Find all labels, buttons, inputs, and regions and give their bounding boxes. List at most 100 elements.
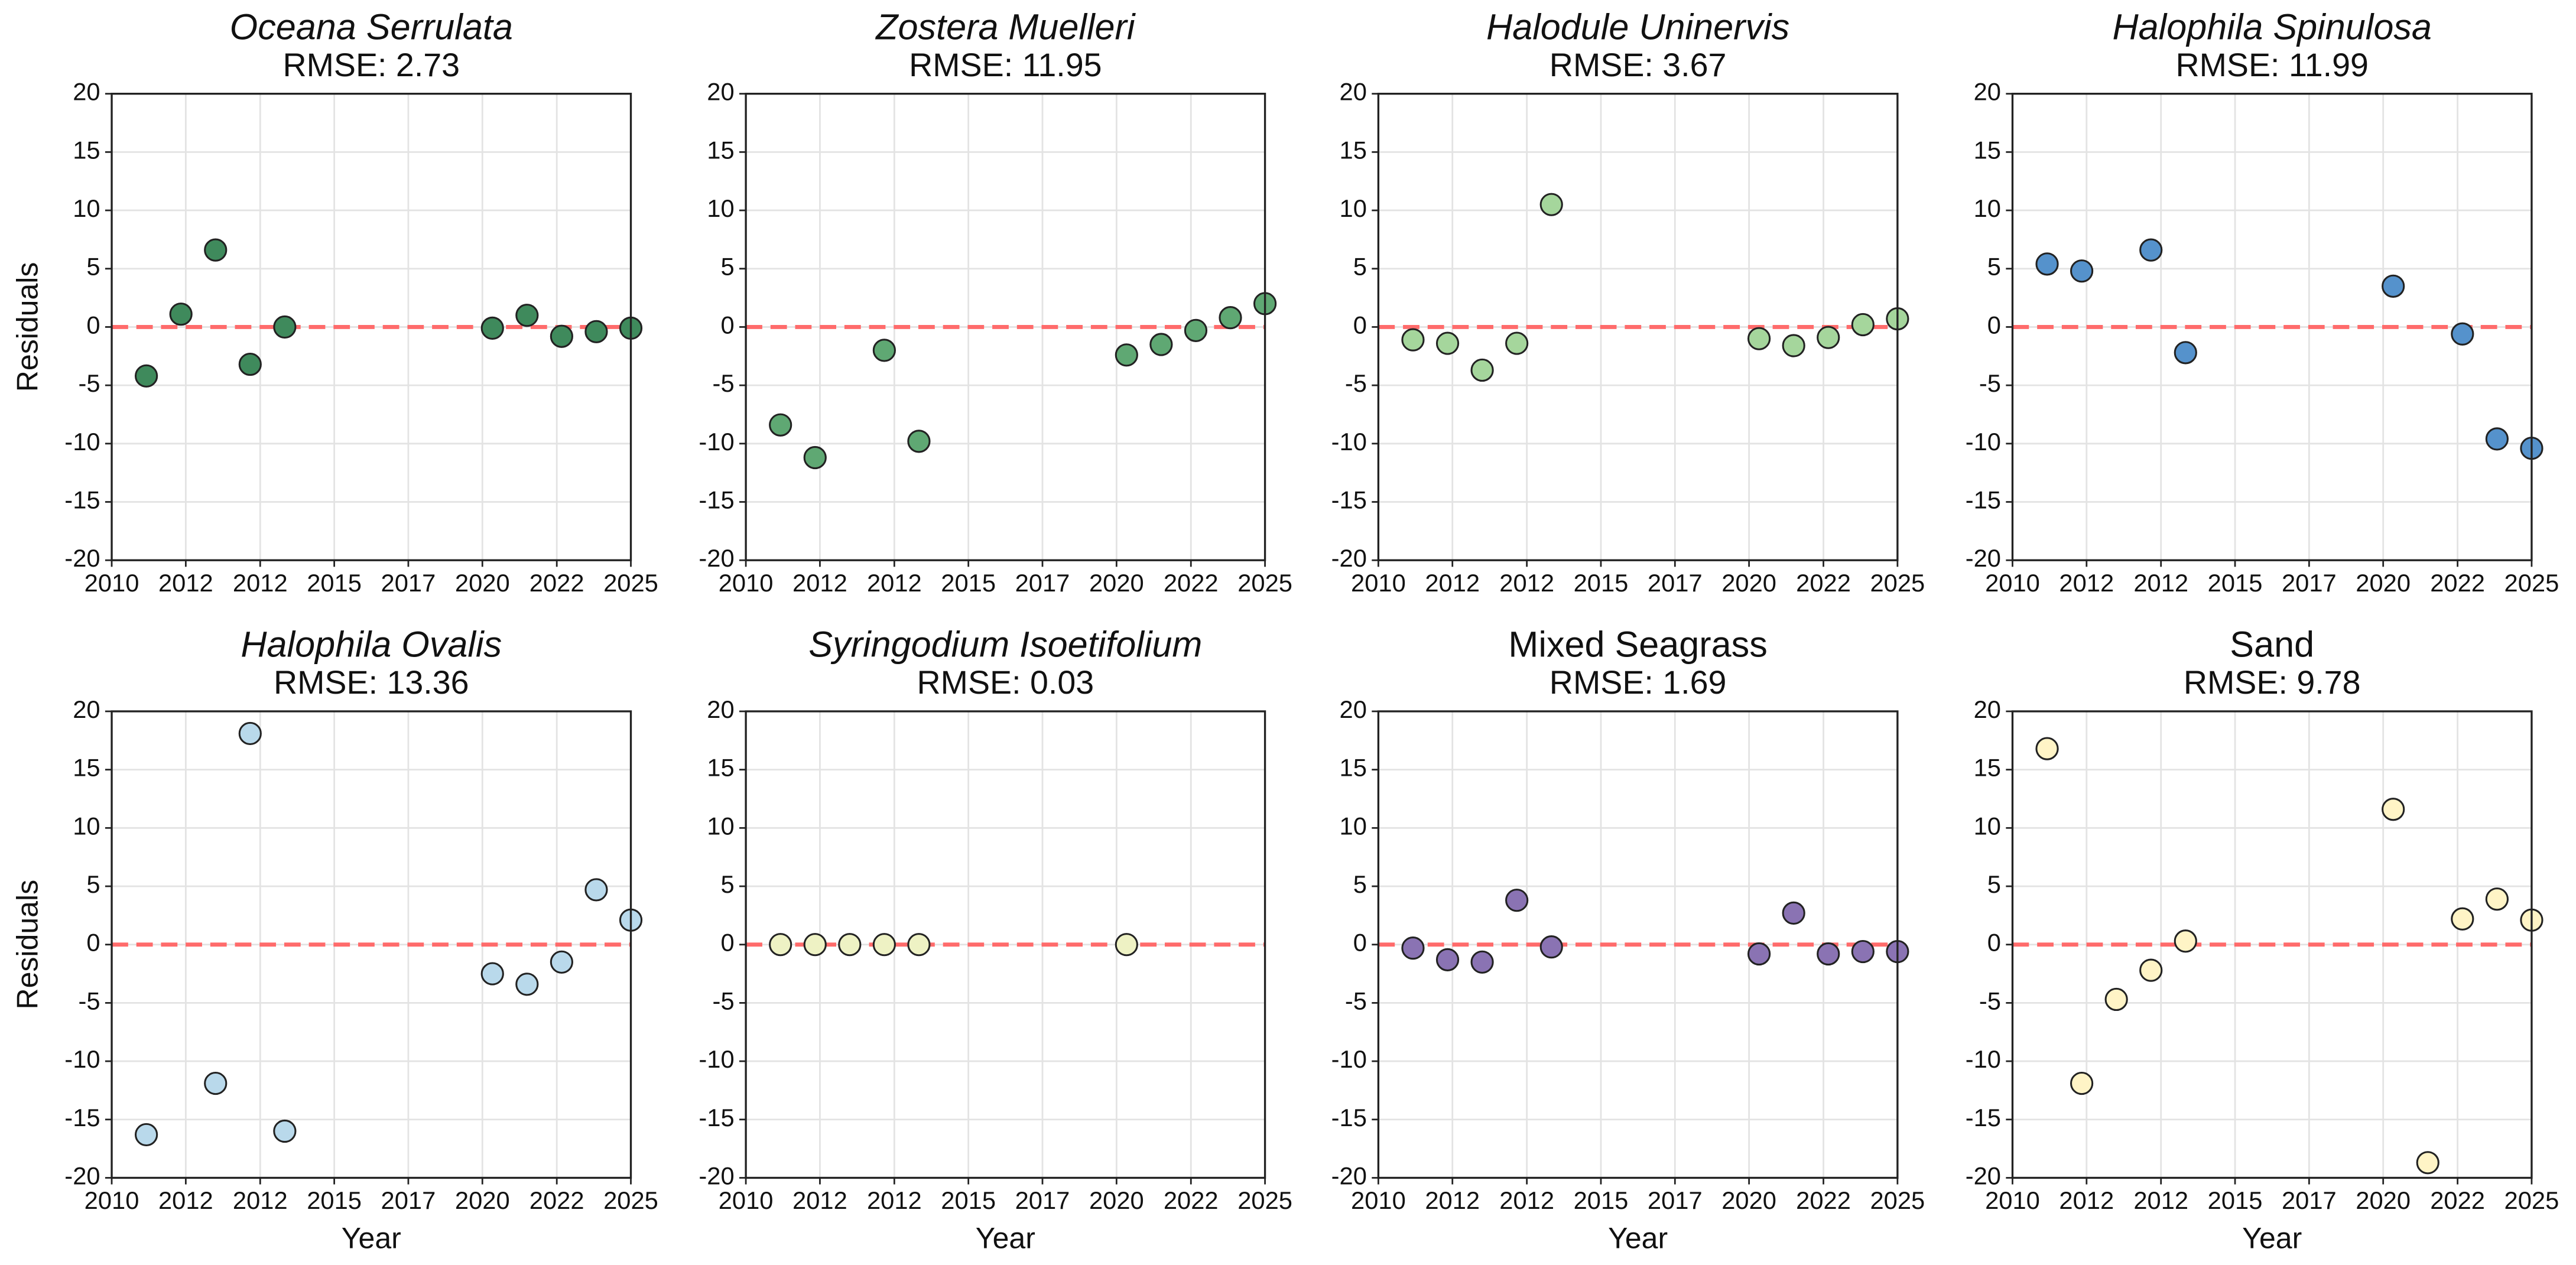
subplot-subtitle: RMSE: 9.78 — [2184, 664, 2361, 701]
data-point — [2139, 958, 2163, 982]
y-tick-label: 15 — [707, 754, 734, 782]
y-tick-label: 5 — [1987, 870, 2001, 898]
y-tick-label: 5 — [1987, 253, 2001, 281]
y-tick-label: 10 — [73, 194, 100, 222]
y-tick-label: 20 — [707, 695, 734, 723]
data-point — [2035, 737, 2059, 760]
y-tick-label: -15 — [1331, 1104, 1367, 1131]
y-tick-label: -15 — [1966, 1104, 2001, 1131]
subplot-title: Zostera Muelleri — [875, 6, 1136, 47]
data-point — [204, 1071, 228, 1095]
plot-frame — [1377, 710, 1899, 1179]
y-tick-label: 10 — [1974, 194, 2001, 222]
data-point — [169, 303, 193, 326]
y-tick-label: 15 — [1974, 754, 2001, 782]
plot-frame — [111, 710, 632, 1179]
data-point — [135, 364, 158, 388]
subplot-subtitle: RMSE: 11.99 — [2175, 47, 2368, 83]
x-tick-label: 2017 — [381, 569, 436, 597]
data-point — [515, 973, 539, 996]
y-tick-label: 5 — [1353, 870, 1367, 898]
subplot-subtitle: RMSE: 3.67 — [1550, 47, 1727, 83]
x-tick-label: 2012 — [2133, 569, 2188, 597]
y-tick-label: 5 — [1353, 253, 1367, 281]
x-tick-label: 2025 — [2504, 1186, 2559, 1214]
subplot-subtitle: RMSE: 2.73 — [282, 47, 460, 83]
x-tick-label: 2022 — [2430, 569, 2485, 597]
y-tick-label: 0 — [86, 929, 100, 957]
y-tick-label: 0 — [1353, 311, 1367, 339]
subplot-title: Halodule Uninervis — [1486, 6, 1789, 47]
subplot-subtitle: RMSE: 13.36 — [274, 664, 469, 701]
x-tick-label: 2020 — [2356, 569, 2411, 597]
x-tick-label: 2012 — [1425, 1186, 1480, 1214]
x-tick-label: 2022 — [1164, 1186, 1219, 1214]
subplot: -20 -15 -10 -5 0 5 10 15 20 2010 2012 2012 2015 2017 2… — [699, 6, 1292, 596]
data-point — [550, 324, 573, 348]
x-tick-label: 2020 — [1089, 1186, 1144, 1214]
data-point — [1470, 950, 1494, 974]
data-point — [135, 1123, 158, 1147]
x-tick-label: 2015 — [2208, 1186, 2263, 1214]
x-axis-label: Year — [2242, 1221, 2302, 1254]
x-tick-label: 2012 — [158, 1186, 213, 1214]
y-tick-label: -20 — [1331, 1162, 1367, 1189]
y-tick-label: -20 — [64, 544, 100, 572]
x-tick-label: 2012 — [867, 1186, 922, 1214]
data-point — [550, 950, 573, 974]
x-tick-label: 2015 — [1574, 569, 1629, 597]
y-tick-label: 5 — [86, 253, 100, 281]
plot-frame — [111, 93, 632, 561]
y-axis-label: Residuals — [11, 880, 44, 1010]
data-point — [2035, 252, 2059, 276]
data-point — [907, 933, 931, 957]
data-point — [2382, 798, 2405, 821]
x-tick-label: 2020 — [455, 569, 510, 597]
subplot: -20 -15 -10 -5 0 5 10 15 20 2010 2012 2012 2015 2017 2… — [1966, 625, 2559, 1255]
x-tick-label: 2020 — [1721, 1186, 1776, 1214]
x-tick-label: 2022 — [1796, 1186, 1851, 1214]
data-point — [2382, 274, 2405, 298]
data-point — [803, 933, 827, 957]
x-tick-label: 2015 — [307, 569, 362, 597]
y-tick-label: 0 — [1987, 311, 2001, 339]
y-tick-label: -20 — [1331, 544, 1367, 572]
data-point — [2070, 259, 2094, 283]
x-tick-label: 2022 — [530, 569, 584, 597]
x-tick-label: 2017 — [1648, 1186, 1703, 1214]
y-tick-label: 10 — [707, 812, 734, 840]
x-tick-label: 2010 — [1985, 1186, 2040, 1214]
x-tick-label: 2017 — [2282, 1186, 2337, 1214]
y-tick-label: 0 — [86, 311, 100, 339]
x-tick-label: 2022 — [1164, 569, 1219, 597]
y-tick-label: -5 — [79, 369, 100, 397]
data-point — [238, 352, 262, 376]
y-tick-label: -20 — [64, 1162, 100, 1189]
x-tick-label: 2012 — [1499, 1186, 1554, 1214]
y-tick-label: 20 — [1974, 78, 2001, 106]
y-tick-label: -5 — [1345, 987, 1367, 1014]
y-tick-label: -10 — [1966, 1045, 2001, 1073]
y-axis-label: Residuals — [11, 262, 44, 392]
x-axis-label: Year — [342, 1221, 401, 1254]
data-point — [1782, 334, 1805, 357]
data-point — [803, 445, 827, 470]
x-tick-label: 2012 — [2133, 1186, 2188, 1214]
data-point — [2451, 907, 2474, 931]
data-point — [872, 339, 896, 362]
data-point — [769, 933, 792, 957]
x-tick-label: 2020 — [2356, 1186, 2411, 1214]
y-tick-label: -5 — [79, 987, 100, 1014]
data-point — [584, 878, 608, 902]
x-tick-label: 2012 — [158, 569, 213, 597]
data-point — [515, 304, 539, 327]
data-point — [273, 1119, 297, 1143]
subplot: -20 -15 -10 -5 0 5 10 15 20 2010 2012 2012 2015 2017 2… — [11, 625, 658, 1255]
y-tick-label: 15 — [1340, 754, 1367, 782]
x-tick-label: 2017 — [381, 1186, 436, 1214]
subplot-subtitle: RMSE: 1.69 — [1550, 664, 1727, 701]
plot-frame — [2011, 710, 2533, 1179]
plot-frame — [2011, 93, 2533, 561]
data-point — [2416, 1151, 2439, 1175]
y-tick-label: 15 — [73, 136, 100, 164]
